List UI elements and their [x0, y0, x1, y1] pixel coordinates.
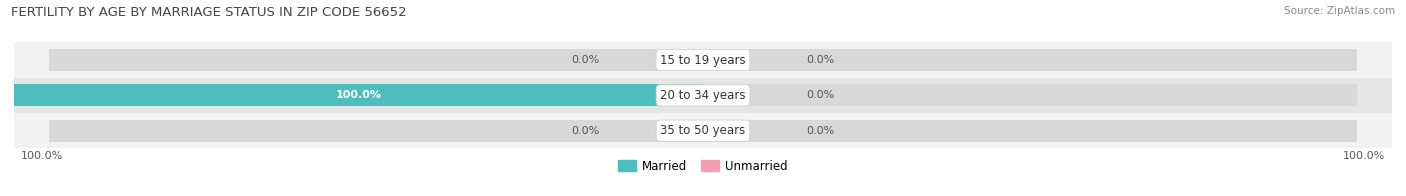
- Text: 100.0%: 100.0%: [21, 151, 63, 161]
- Text: 0.0%: 0.0%: [571, 55, 599, 65]
- Bar: [48, 120, 703, 142]
- Text: 20 to 34 years: 20 to 34 years: [661, 89, 745, 102]
- Bar: [48, 49, 703, 71]
- Text: 0.0%: 0.0%: [807, 126, 835, 136]
- Text: 100.0%: 100.0%: [1343, 151, 1385, 161]
- Text: 0.0%: 0.0%: [807, 90, 835, 100]
- Text: 35 to 50 years: 35 to 50 years: [661, 124, 745, 137]
- Bar: [703, 84, 1358, 106]
- Bar: [48, 84, 703, 106]
- Bar: [14, 42, 1392, 78]
- Text: 100.0%: 100.0%: [336, 90, 381, 100]
- Bar: [14, 78, 1392, 113]
- Text: FERTILITY BY AGE BY MARRIAGE STATUS IN ZIP CODE 56652: FERTILITY BY AGE BY MARRIAGE STATUS IN Z…: [11, 6, 406, 19]
- Bar: [14, 113, 1392, 148]
- Legend: Married, Unmarried: Married, Unmarried: [613, 155, 793, 177]
- Bar: [14, 84, 703, 106]
- Text: 0.0%: 0.0%: [571, 126, 599, 136]
- Text: 0.0%: 0.0%: [807, 55, 835, 65]
- Text: 15 to 19 years: 15 to 19 years: [661, 54, 745, 66]
- Bar: [703, 120, 1358, 142]
- Bar: [703, 49, 1358, 71]
- Text: Source: ZipAtlas.com: Source: ZipAtlas.com: [1284, 6, 1395, 16]
